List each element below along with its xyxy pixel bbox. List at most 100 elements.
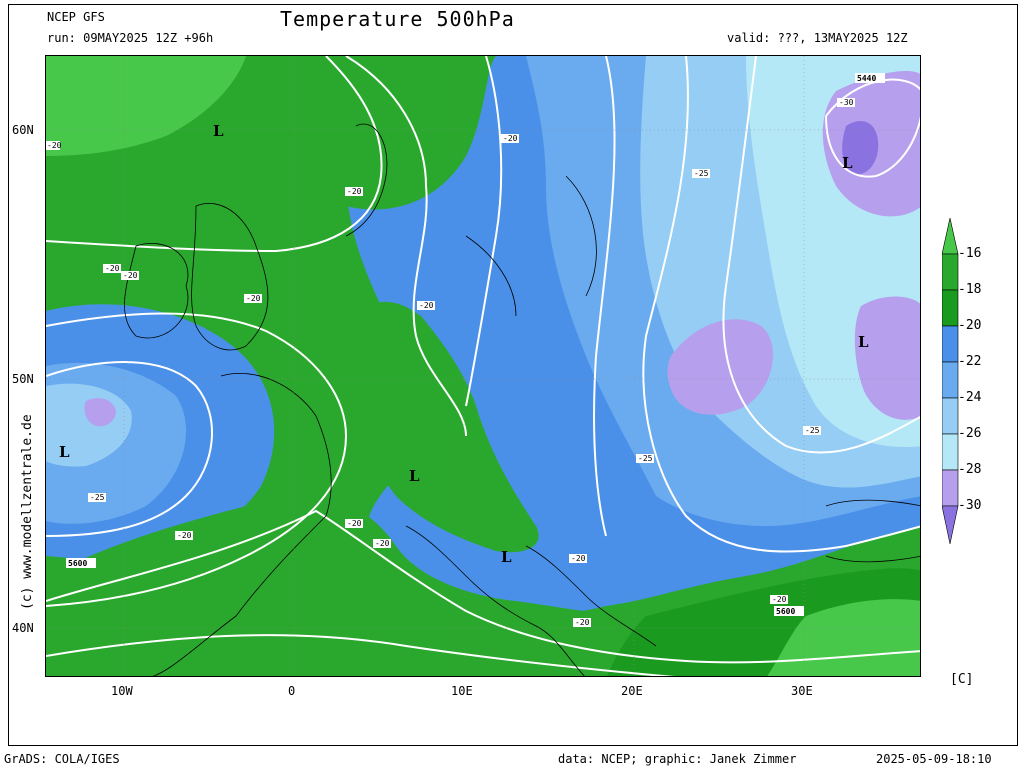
height-label-5600-west: 5600 [66,558,96,568]
coast-baltic-east [565,175,597,297]
contour-label-18: -30 [837,98,855,107]
contour-atlantic-outer [46,312,348,607]
low-marker-atlantic: L [59,443,70,461]
coast-france-iberia [152,373,332,676]
fill-purple-atlantic [84,398,116,427]
svg-text:-20: -20 [177,531,192,540]
colorbar-seg-5 [941,397,959,435]
colorbar-label-20: -20 [958,318,982,333]
footer-software: GrADS: COLA/IGES [4,752,120,766]
contour-lon20 [593,56,616,537]
height-label-5440: 5440 [855,73,885,83]
contour-south [46,634,675,676]
low-marker-russia: L [842,154,853,172]
colorbar-label-28: -28 [958,462,982,477]
low-marker-ukraine: L [858,333,869,351]
contour-label-2: -20 [345,187,363,196]
svg-text:-20: -20 [105,264,120,273]
fill-north-light [46,56,246,156]
contour-central [345,56,467,437]
coast-italy [405,525,585,676]
svg-text:-20: -20 [772,595,787,604]
lon-label-10w: 10W [111,684,133,698]
contour-label-13: -20 [770,595,788,604]
svg-text:-20: -20 [123,271,138,280]
fill-purple-center [667,319,773,415]
lat-label-40n: 40N [12,621,34,635]
coast-britain [191,203,269,351]
low-marker-italy: L [501,548,512,566]
colorbar-seg-6 [941,433,959,471]
colorbar-cap-bottom [941,505,959,545]
temperature-map[interactable]: -20 -20 -20 -20 -20 -20 -20 -20 -20 -20 … [45,55,921,677]
svg-text:-20: -20 [347,519,362,528]
contour-label-16: -25 [803,426,821,435]
fill-central-green [353,301,539,553]
fill-purple-ne-core [842,121,879,175]
lat-label-60n: 60N [12,123,34,137]
low-marker-alps: L [409,467,420,485]
valid-time: valid: ???, 13MAY2025 12Z [727,31,908,45]
contour-label-9: -20 [345,519,363,528]
svg-text:-20: -20 [503,134,518,143]
svg-text:-20: -20 [246,294,261,303]
lon-label-20e: 20E [621,684,643,698]
svg-text:-20: -20 [375,539,390,548]
contour-label-1: -20 [46,141,62,150]
unit-label: [C] [950,672,974,687]
contour-label-17: -25 [88,493,106,502]
coast-black-sea-n [825,499,920,507]
contour-5600 [46,509,920,664]
coast-baltic [465,235,517,317]
colorbar-seg-4 [941,361,959,399]
coast-adriatic [525,545,657,647]
contour-label-10: -20 [373,539,391,548]
colorbar-cap-top [941,217,959,255]
lon-label-30e: 30E [791,684,813,698]
lat-label-50n: 50N [12,372,34,386]
lon-label-0: 0 [288,684,296,698]
contour-label-5: -20 [121,271,139,280]
colorbar-seg-1 [941,253,959,291]
contour-north [46,56,383,253]
contour-label-15: -25 [636,454,654,463]
contour-east [642,56,920,553]
height-label-5600-east: 5600 [774,606,804,616]
svg-text:-20: -20 [575,618,590,627]
coast-norway [345,123,388,237]
svg-text:5600: 5600 [68,559,87,568]
geopotential-contours [46,56,920,676]
contour-label-7: -20 [417,301,435,310]
contour-label-14: -25 [692,169,710,178]
coast-ireland [124,243,189,339]
watermark: (c) www.modellzentrale.de [20,414,35,610]
contour-labels: -20 -20 -20 -20 -20 -20 -20 -20 -20 -20 … [46,98,855,627]
footer-credits: data: NCEP; graphic: Janek Zimmer [558,752,797,766]
svg-text:5600: 5600 [776,607,795,616]
contour-label-6: -20 [244,294,262,303]
colorbar-label-18: -18 [958,282,982,297]
colorbar-seg-7 [941,469,959,507]
svg-text:-25: -25 [805,426,820,435]
colorbar-label-24: -24 [958,390,982,405]
low-markers: L L L L L L [59,122,869,566]
footer-timestamp: 2025-05-09-18:10 [876,752,992,766]
svg-text:-25: -25 [694,169,709,178]
svg-text:-20: -20 [47,141,62,150]
colorbar-label-22: -22 [958,354,982,369]
svg-text:5440: 5440 [857,74,876,83]
contour-label-8: -20 [175,531,193,540]
fill-south-light [767,599,920,676]
svg-text:-20: -20 [419,301,434,310]
run-info: run: 09MAY2025 12Z +96h [47,31,214,45]
colorbar-svg [941,217,959,545]
map-svg: -20 -20 -20 -20 -20 -20 -20 -20 -20 -20 … [46,56,920,676]
colorbar-label-26: -26 [958,426,982,441]
coast-black-sea-s [825,555,920,563]
contour-label-3: -20 [501,134,519,143]
fill-purple-east [854,296,920,420]
height-labels: 5440 5600 5600 [66,73,885,616]
colorbar-seg-2 [941,289,959,327]
svg-text:-30: -30 [839,98,854,107]
colorbar-label-16: -16 [958,246,982,261]
